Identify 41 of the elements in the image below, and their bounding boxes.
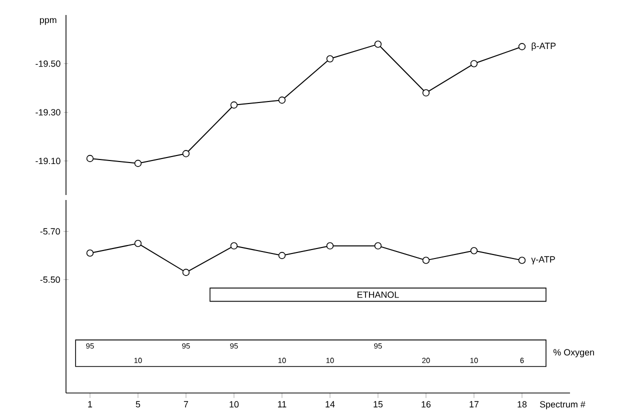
- x-tick-label: 7: [184, 401, 188, 408]
- y-tick-label: -19.30: [36, 109, 60, 116]
- x-tick-label: 16: [422, 401, 431, 408]
- point: [518, 43, 526, 50]
- text: % Oxygen: [553, 349, 594, 358]
- annotation: ETHANOL: [358, 292, 399, 298]
- x-axis-title: Spectrum #: [540, 401, 586, 410]
- y-axis-title: ppm: [40, 18, 56, 25]
- x-tick-label: 1: [88, 401, 92, 408]
- y-tick-label: -19.10: [36, 158, 60, 164]
- point: [86, 154, 94, 162]
- x-tick-label: 10: [230, 401, 239, 408]
- point: [374, 40, 382, 48]
- point: [278, 96, 286, 104]
- y-tick-label: -5.70: [40, 228, 60, 235]
- x-tick-label: 18: [518, 401, 527, 408]
- point: [278, 252, 286, 260]
- x-tick-label: 11: [278, 401, 286, 408]
- point: [470, 247, 478, 254]
- point: [182, 268, 190, 276]
- y-tick-label: -5.50: [40, 276, 60, 283]
- x-tick-label: 5: [136, 401, 140, 408]
- point: [422, 89, 430, 96]
- x-tick-label: 15: [374, 401, 383, 408]
- point: [134, 160, 142, 167]
- point: [326, 55, 334, 62]
- x-tick-label: 17: [470, 401, 479, 408]
- series-label: β-ATP: [532, 42, 556, 51]
- point: [134, 240, 142, 248]
- y-tick-label: -19.50: [36, 60, 60, 67]
- point: [374, 242, 382, 250]
- point: [422, 256, 430, 264]
- point: [182, 150, 190, 158]
- x-tick-label: 14: [326, 401, 335, 408]
- point: [86, 249, 94, 257]
- point: [230, 101, 238, 109]
- point: [518, 256, 526, 264]
- point: [470, 60, 478, 68]
- point: [230, 242, 238, 250]
- point: [326, 242, 334, 250]
- series-label: γ-ATP: [531, 256, 555, 264]
